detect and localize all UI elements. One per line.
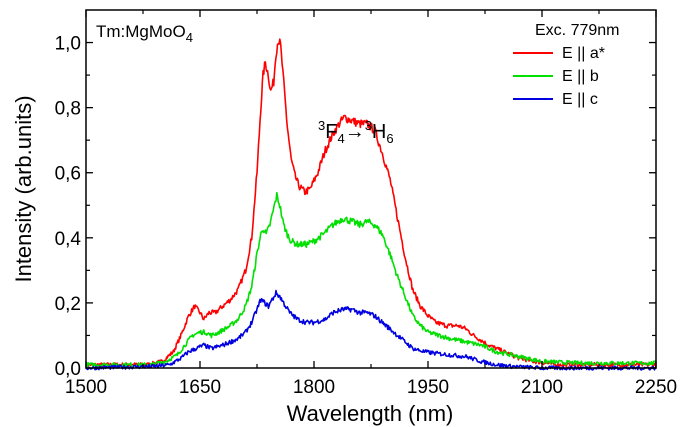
y-tick-label: 1,0 [55,34,81,55]
legend-entries: E || a* E || b E || c [513,45,605,108]
series-line-0 [85,38,657,368]
x-tick-label: 2100 [521,377,563,398]
transition-label: 3F4→3H6 [318,118,394,146]
x-tick-label: 1500 [65,377,107,398]
plot-background [86,10,656,368]
sample-label: Tm:MgMoO4 [96,22,193,45]
legend-label-2: E || c [562,91,598,108]
legend-title: Exc. 779nm [535,22,619,39]
series-line-1 [85,191,657,368]
x-tick-label: 1800 [293,377,335,398]
y-tick-label: 0,2 [55,294,81,315]
y-tick-label: 0,6 [55,164,81,185]
y-tick-label: 0,4 [55,229,82,250]
x-tick-label: 2250 [635,377,677,398]
y-tick-label: 0,8 [55,99,81,120]
y-axis-title: Intensity (arb.units) [11,95,36,282]
x-tick-label: 1650 [179,377,221,398]
legend-label-0: E || a* [562,45,605,62]
x-axis-title: Wavelength (nm) [287,401,454,426]
legend-label-1: E || b [562,68,599,85]
legend: Exc. 779nm E || a* E || b E || c [513,22,619,108]
y-tick-label: 0,0 [55,359,81,380]
ticks-layer: 1500 1650 1800 1950 2100 2250 0,0 0,2 0,4 0,6 0,8 1… [55,10,677,398]
x-tick-label: 1950 [407,377,449,398]
